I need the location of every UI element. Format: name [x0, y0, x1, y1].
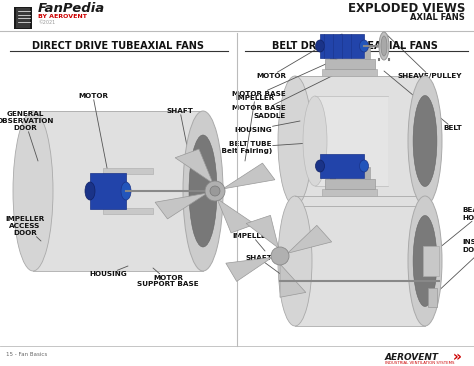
Bar: [33, 111, 203, 271]
Bar: [423, 246, 439, 276]
FancyBboxPatch shape: [16, 8, 30, 28]
Bar: [325, 59, 375, 69]
Bar: [103, 208, 153, 214]
Ellipse shape: [359, 40, 368, 52]
Bar: [320, 34, 364, 58]
FancyBboxPatch shape: [14, 7, 32, 29]
Text: »: »: [453, 350, 462, 364]
Text: SHEAVE/PULLEY: SHEAVE/PULLEY: [384, 32, 462, 79]
Text: MOTOR
SUPPORT BASE: MOTOR SUPPORT BASE: [137, 268, 199, 288]
Ellipse shape: [85, 182, 95, 200]
Ellipse shape: [408, 76, 442, 206]
Bar: [0, 0, 474, 36]
Polygon shape: [246, 215, 279, 248]
Bar: [315, 96, 388, 186]
Polygon shape: [175, 149, 213, 183]
Ellipse shape: [183, 111, 223, 271]
Polygon shape: [223, 163, 275, 189]
Bar: [320, 154, 364, 178]
Ellipse shape: [379, 32, 389, 60]
Text: MOTOR: MOTOR: [78, 93, 108, 173]
Ellipse shape: [303, 96, 327, 186]
Text: AXIAL FANS: AXIAL FANS: [410, 12, 465, 22]
Bar: [365, 47, 370, 59]
Text: HOUSING: HOUSING: [234, 121, 300, 133]
Text: GENERAL
OBSERVATION
DOOR: GENERAL OBSERVATION DOOR: [0, 111, 54, 161]
Text: MOTOR: MOTOR: [256, 34, 342, 79]
Text: IMPELLER
ACCESS
DOOR: IMPELLER ACCESS DOOR: [5, 216, 45, 241]
Text: BY AEROVENT: BY AEROVENT: [38, 15, 87, 19]
Polygon shape: [217, 199, 255, 233]
Ellipse shape: [189, 135, 217, 247]
Ellipse shape: [359, 160, 368, 172]
Text: HOUSING: HOUSING: [89, 266, 128, 277]
Bar: [330, 167, 335, 179]
Polygon shape: [226, 257, 272, 281]
Text: ©2021: ©2021: [38, 20, 55, 26]
Bar: [295, 76, 425, 206]
Polygon shape: [288, 225, 332, 253]
Bar: [330, 47, 335, 59]
Text: BEARING
HOUSING: BEARING HOUSING: [433, 208, 474, 253]
Text: DIRECT DRIVE TUBEAXIAL FANS: DIRECT DRIVE TUBEAXIAL FANS: [32, 41, 204, 51]
Text: EXPLODED VIEWS: EXPLODED VIEWS: [347, 3, 465, 15]
Ellipse shape: [205, 181, 225, 201]
Ellipse shape: [278, 76, 312, 206]
Text: AEROVENT: AEROVENT: [385, 354, 439, 362]
Bar: [322, 189, 377, 196]
Ellipse shape: [413, 96, 437, 187]
Text: IMPELLER: IMPELLER: [236, 95, 274, 161]
Ellipse shape: [413, 216, 437, 306]
Text: MOTOR BASE
SADDLE: MOTOR BASE SADDLE: [232, 72, 340, 119]
Text: FanPedia: FanPedia: [38, 3, 105, 15]
Polygon shape: [155, 193, 207, 219]
Text: IMPELLER: IMPELLER: [233, 233, 272, 251]
FancyBboxPatch shape: [428, 288, 438, 306]
Text: BELT TUBE
(aka Belt Fairing): BELT TUBE (aka Belt Fairing): [201, 141, 340, 154]
Ellipse shape: [121, 182, 131, 200]
Ellipse shape: [210, 186, 220, 196]
Text: SHAFT: SHAFT: [245, 255, 290, 281]
Text: 15 - Fan Basics: 15 - Fan Basics: [6, 352, 47, 358]
Bar: [295, 196, 425, 326]
Text: MOTOR BASE: MOTOR BASE: [232, 59, 337, 97]
Text: INSPECTION
DOOR: INSPECTION DOOR: [433, 239, 474, 296]
Ellipse shape: [278, 196, 312, 326]
Text: BELT DRIVEN TUBEAXIAL FANS: BELT DRIVEN TUBEAXIAL FANS: [272, 41, 438, 51]
Ellipse shape: [316, 160, 325, 172]
Ellipse shape: [13, 111, 53, 271]
Ellipse shape: [316, 40, 325, 52]
Ellipse shape: [408, 196, 442, 326]
Polygon shape: [280, 264, 306, 297]
Bar: [325, 179, 375, 189]
Text: INDUSTRIAL VENTILATION SYSTEMS: INDUSTRIAL VENTILATION SYSTEMS: [385, 361, 455, 365]
Text: BELT: BELT: [384, 71, 462, 131]
Bar: [322, 69, 377, 76]
Bar: [103, 168, 153, 174]
Text: SHAFT: SHAFT: [166, 108, 195, 186]
Ellipse shape: [271, 247, 289, 265]
Ellipse shape: [381, 36, 387, 56]
Bar: [90, 173, 126, 209]
Bar: [365, 167, 370, 179]
